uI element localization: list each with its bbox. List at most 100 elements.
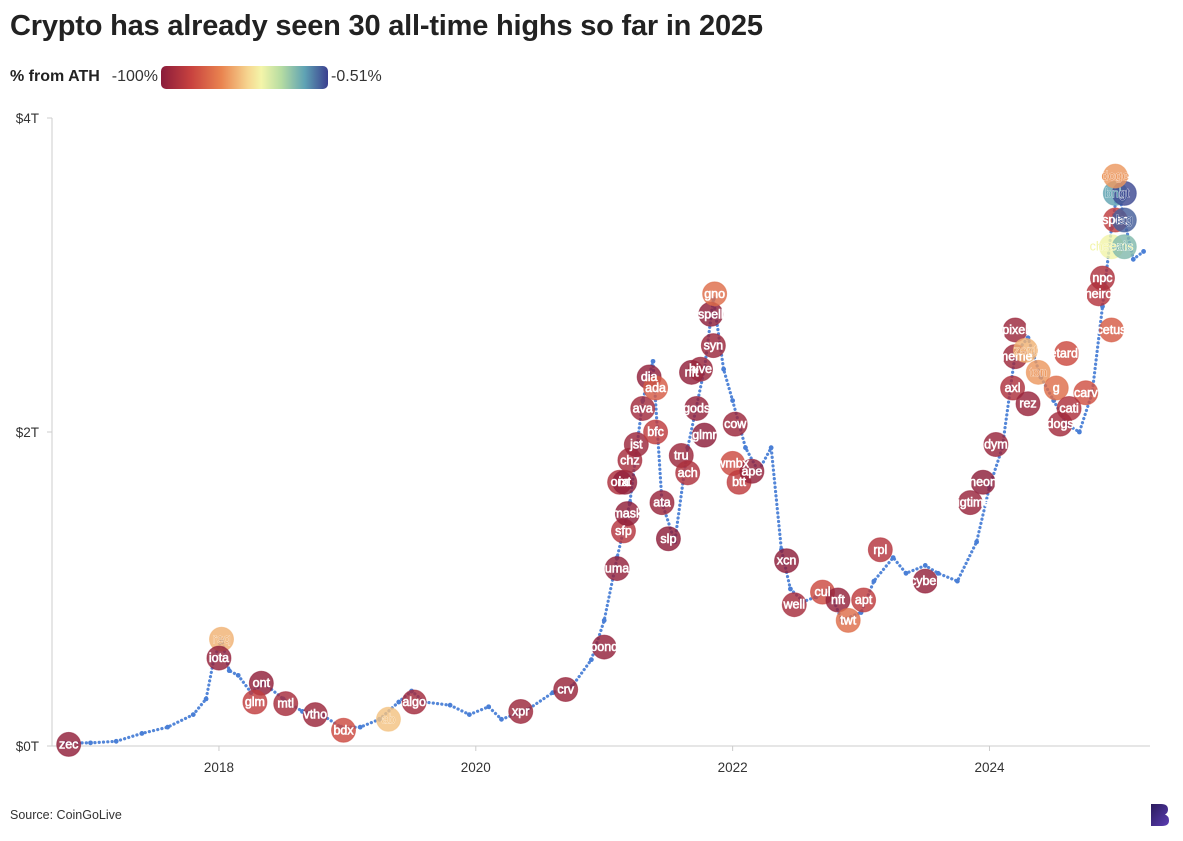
ath-bubble bbox=[643, 375, 669, 401]
ath-bubble bbox=[206, 645, 232, 671]
ath-label: bigtime bbox=[950, 496, 990, 510]
ath-bubble bbox=[649, 490, 675, 516]
ath-bubble bbox=[1002, 317, 1028, 343]
market-cap-point bbox=[1130, 256, 1136, 262]
ath-label: twt bbox=[840, 613, 857, 627]
x-tick-label: 2024 bbox=[974, 760, 1005, 775]
legend-min: -100% bbox=[111, 68, 159, 85]
ath-label: ada bbox=[645, 381, 666, 395]
ath-label: neon bbox=[969, 475, 997, 489]
ath-label: tru bbox=[674, 449, 689, 463]
ath-label: ab bbox=[382, 712, 396, 726]
ath-bubble bbox=[623, 432, 649, 458]
ath-label: wmbx bbox=[715, 456, 749, 470]
ath-bubble bbox=[1025, 359, 1051, 385]
ath-label: lag bbox=[1116, 213, 1133, 227]
market-cap-point bbox=[466, 712, 472, 717]
ath-label: retardio bbox=[1045, 347, 1087, 361]
market-cap-point bbox=[903, 570, 909, 576]
ath-bubble bbox=[702, 281, 728, 307]
ath-label: cul bbox=[815, 585, 831, 599]
ath-bubble bbox=[739, 458, 765, 484]
market-cap-point bbox=[88, 740, 93, 746]
ath-bubble bbox=[957, 490, 983, 516]
ath-bubble bbox=[675, 460, 701, 486]
ath-bubble bbox=[508, 698, 534, 724]
ath-label: ava bbox=[633, 401, 653, 415]
y-tick-label: $2T bbox=[16, 425, 39, 440]
ath-label: axl bbox=[1005, 381, 1021, 395]
ath-bubble bbox=[1000, 375, 1026, 401]
ath-label: cetus bbox=[1097, 323, 1127, 337]
ath-label: carv bbox=[1074, 386, 1098, 400]
ath-bubble bbox=[630, 395, 656, 421]
market-cap-point bbox=[650, 358, 656, 364]
legend-label: % from ATH bbox=[10, 68, 100, 85]
ath-bubble bbox=[604, 556, 630, 582]
ath-label: nft bbox=[685, 365, 699, 379]
ath-label: bdx bbox=[333, 723, 354, 737]
x-tick-label: 2018 bbox=[204, 760, 234, 775]
market-cap-point bbox=[730, 398, 736, 403]
ath-label: meme bbox=[998, 350, 1033, 364]
market-cap-point bbox=[203, 696, 209, 702]
ath-label: chz bbox=[620, 453, 639, 467]
ath-label: req bbox=[212, 632, 230, 646]
ath-label: ont bbox=[253, 676, 271, 690]
legend-max: -0.51% bbox=[331, 68, 382, 85]
source-note: Source: CoinGoLive bbox=[10, 808, 122, 822]
ath-bubble bbox=[1098, 317, 1124, 343]
market-cap-point bbox=[743, 445, 748, 451]
ath-label: glm bbox=[245, 695, 265, 709]
ath-bubble bbox=[375, 706, 401, 732]
market-cap-point bbox=[113, 738, 119, 744]
market-cap-point bbox=[165, 724, 170, 730]
market-cap-point bbox=[890, 555, 896, 560]
ath-label: gods bbox=[683, 401, 710, 415]
ath-bubble bbox=[302, 702, 328, 728]
ath-label: cati bbox=[1059, 401, 1078, 415]
ath-label: slp bbox=[660, 532, 676, 546]
ath-label: rez bbox=[1019, 397, 1036, 411]
ath-label: zec bbox=[59, 737, 78, 751]
market-cap-point bbox=[601, 618, 607, 623]
ath-label: well bbox=[783, 598, 806, 612]
ath-label: ton bbox=[1030, 365, 1047, 379]
ath-label: zent bbox=[1014, 343, 1038, 357]
ath-label: cow bbox=[724, 417, 747, 431]
ath-bubble bbox=[774, 548, 800, 574]
market-cap-point bbox=[486, 704, 492, 710]
color-legend: % from ATH -100% -0.51% bbox=[10, 65, 382, 89]
ath-label: aic bbox=[1116, 240, 1132, 254]
market-cap-point bbox=[788, 586, 793, 592]
ath-label: uma bbox=[605, 562, 629, 576]
market-cap-point bbox=[447, 702, 453, 708]
ath-label: neiro bbox=[1085, 287, 1113, 301]
ath-bubble bbox=[691, 422, 717, 448]
ath-bubble bbox=[1012, 337, 1038, 363]
ath-label: ach bbox=[678, 466, 698, 480]
ath-bubble bbox=[835, 607, 861, 633]
ath-bubble bbox=[700, 333, 726, 359]
ath-label: ata bbox=[653, 496, 670, 510]
x-tick-label: 2020 bbox=[461, 760, 491, 775]
market-cap-point bbox=[935, 570, 941, 576]
y-tick-label: $4T bbox=[16, 111, 39, 126]
ath-label: ora bbox=[611, 475, 629, 489]
ath-label: sfp bbox=[615, 524, 632, 538]
market-cap-point bbox=[357, 724, 363, 730]
b-logo-icon bbox=[1151, 804, 1169, 826]
ath-bubble bbox=[867, 537, 893, 563]
ath-bubble bbox=[1111, 207, 1137, 233]
ath-label: bnb bbox=[1105, 186, 1126, 200]
market-cap-point bbox=[235, 672, 241, 678]
market-cap-point bbox=[588, 657, 594, 663]
market-cap-point bbox=[1076, 429, 1082, 435]
ath-label: syn bbox=[704, 339, 724, 353]
ath-label: pond bbox=[590, 640, 618, 654]
market-cap-point bbox=[768, 445, 774, 451]
ath-bubble bbox=[825, 587, 851, 613]
ath-label: doge bbox=[1101, 169, 1129, 183]
ath-bubble bbox=[912, 568, 938, 594]
